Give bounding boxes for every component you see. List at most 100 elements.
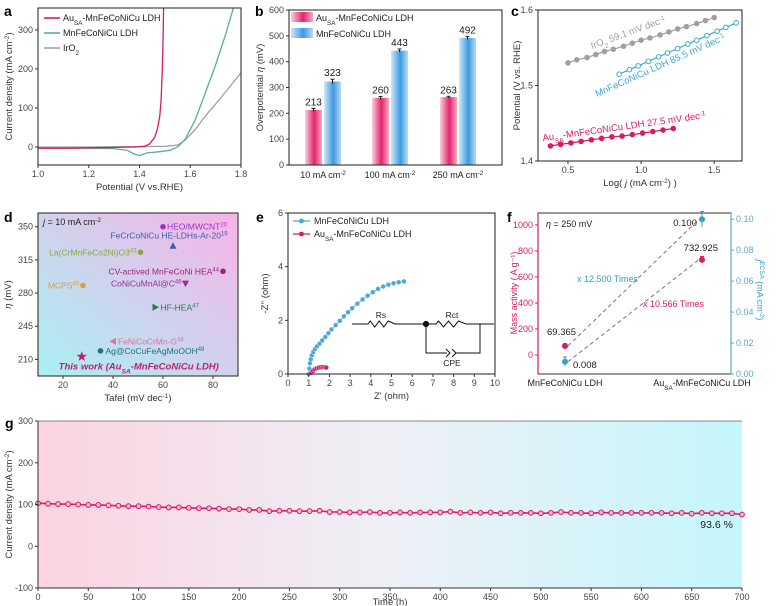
y-tick-label: 0 xyxy=(279,160,284,170)
retention-annotation: 93.6 % xyxy=(700,519,733,531)
data-point xyxy=(135,503,142,510)
data-point xyxy=(517,509,524,516)
data-point xyxy=(75,501,82,508)
x-tick-label: 80 xyxy=(208,380,218,390)
legend-label: MnFeCoNiCu LDH xyxy=(314,216,389,226)
point-label-superscript: 48 xyxy=(177,337,184,343)
x-tick-label: 10 xyxy=(490,378,500,388)
point-label: This work (AuSA-MnFeCoNiCu LDH) xyxy=(59,362,219,376)
data-point xyxy=(609,134,615,140)
data-label: 0.008 xyxy=(573,360,597,371)
legend-label-subscript: SA xyxy=(325,236,334,243)
x-axis-label-part: Tafel (mV dec xyxy=(104,393,162,404)
data-point xyxy=(618,509,625,516)
panel-a-lsv-chart: 1.0 1.2 1.4 1.6 1.8 0 100 200 300 Potential (V vs… xyxy=(4,3,248,193)
slope-annotation-subscript: 2 xyxy=(604,42,610,50)
x-tick-label: 6 xyxy=(410,378,415,388)
y-tick-label: 600 xyxy=(518,272,533,282)
legend-marker xyxy=(299,218,304,224)
data-point xyxy=(390,280,397,286)
y-tick-label: 400 xyxy=(518,298,533,308)
data-point xyxy=(401,278,407,285)
point-label-part: HF-HEA xyxy=(161,302,193,312)
y-axis-label-part: Current density (mA cm xyxy=(4,459,15,558)
data-point xyxy=(639,130,646,136)
data-point xyxy=(547,143,554,149)
point-label-part: FeNiCoCrMn-G xyxy=(118,336,177,346)
legend-label-part: MnFeCoNiCu LDH xyxy=(63,28,138,38)
y-axis-label-right: jECSA (mA cm-2) xyxy=(755,259,766,321)
x-axis-label: Potential (V vs.RHE) xyxy=(96,182,183,193)
x-axis-label: Log( j (mA cm-2) ) xyxy=(603,178,677,190)
y-tick-label: -100 xyxy=(15,583,33,593)
x-tick-label: 2 xyxy=(327,378,332,388)
x-tick-label: 1.8 xyxy=(235,169,248,179)
point-label-part: CV-actived MnFeCoNi HEA xyxy=(108,266,212,276)
legend-label-part: Au xyxy=(316,13,327,23)
y-axis-label-right-superscript: ECSA xyxy=(759,262,766,280)
bar xyxy=(459,37,476,165)
y-tick-label: 100 xyxy=(18,500,33,510)
data-point xyxy=(699,256,705,263)
x-tick-label: 0 xyxy=(35,592,40,602)
data-point xyxy=(359,296,366,303)
data-point xyxy=(276,507,283,514)
legend-marker xyxy=(299,231,304,237)
point-label-subscript: SA xyxy=(121,368,130,375)
data-point xyxy=(699,216,705,223)
data-point xyxy=(152,303,159,311)
data-point xyxy=(714,28,720,34)
series-line xyxy=(38,8,165,149)
slope-annotation-part: IrO xyxy=(589,37,605,52)
data-point xyxy=(296,508,303,515)
plot-frame xyxy=(37,212,239,377)
x-axis-label-part: (mA cm xyxy=(627,178,662,189)
data-point xyxy=(109,337,116,345)
legend-label-part: -MnFeCoNiCu LDH xyxy=(333,229,411,239)
slope-annotation: AuSA-MnFeCoNiCu LDH 27.5 mV dec-1 xyxy=(542,110,707,147)
data-point xyxy=(598,135,605,142)
data-point xyxy=(366,509,373,515)
y-tick-label: 200 xyxy=(18,64,33,74)
ratio-annotation: x 10.566 Times xyxy=(643,299,705,309)
legend-label: AuSA-MnFeCoNiCu LDH xyxy=(63,13,160,27)
data-point xyxy=(660,127,666,133)
legend-label: MnFeCoNiCu LDH xyxy=(316,29,391,39)
x-tick-label: 1.6 xyxy=(184,169,197,179)
point-label-superscript: 43 xyxy=(130,248,137,254)
legend-label: AuSA-MnFeCoNiCu LDH xyxy=(314,229,411,243)
legend-label-part: Au xyxy=(63,13,74,23)
data-point xyxy=(246,507,253,513)
panel-label: g xyxy=(5,415,14,431)
data-point xyxy=(683,23,690,30)
x-tick-label: 200 xyxy=(232,592,247,602)
category-label-part: 10 mA cm xyxy=(300,170,340,180)
data-point xyxy=(733,20,739,26)
data-point xyxy=(688,510,695,517)
legend-label: MnFeCoNiCu LDH xyxy=(63,28,138,38)
category-label: 100 mA cm-2 xyxy=(365,170,416,181)
x-axis-label-superscript: -2 xyxy=(662,178,668,185)
data-point xyxy=(397,509,403,516)
data-point xyxy=(236,506,243,512)
point-label-superscript: 20 xyxy=(220,223,227,229)
bar xyxy=(305,109,322,165)
y-tick-label: 245 xyxy=(18,321,33,331)
plot-background xyxy=(38,421,742,588)
y-tick-label: 1.5 xyxy=(520,81,533,91)
category-label-superscript: -2 xyxy=(410,170,416,177)
point-label-part: This work (Au xyxy=(59,362,122,373)
point-label-superscript: 46 xyxy=(175,280,182,286)
data-point xyxy=(638,37,644,44)
point-label-superscript: 44 xyxy=(212,267,219,273)
legend-label: IrO2 xyxy=(63,43,80,57)
data-label: 323 xyxy=(324,68,341,79)
y-axis-label: Current density (mA cm-2) xyxy=(4,450,16,558)
series-line xyxy=(38,8,235,157)
data-point xyxy=(649,128,656,135)
data-point xyxy=(664,50,671,56)
plot-background xyxy=(38,213,238,376)
category-label-subscript: SA xyxy=(664,385,673,392)
data-point xyxy=(658,509,665,516)
